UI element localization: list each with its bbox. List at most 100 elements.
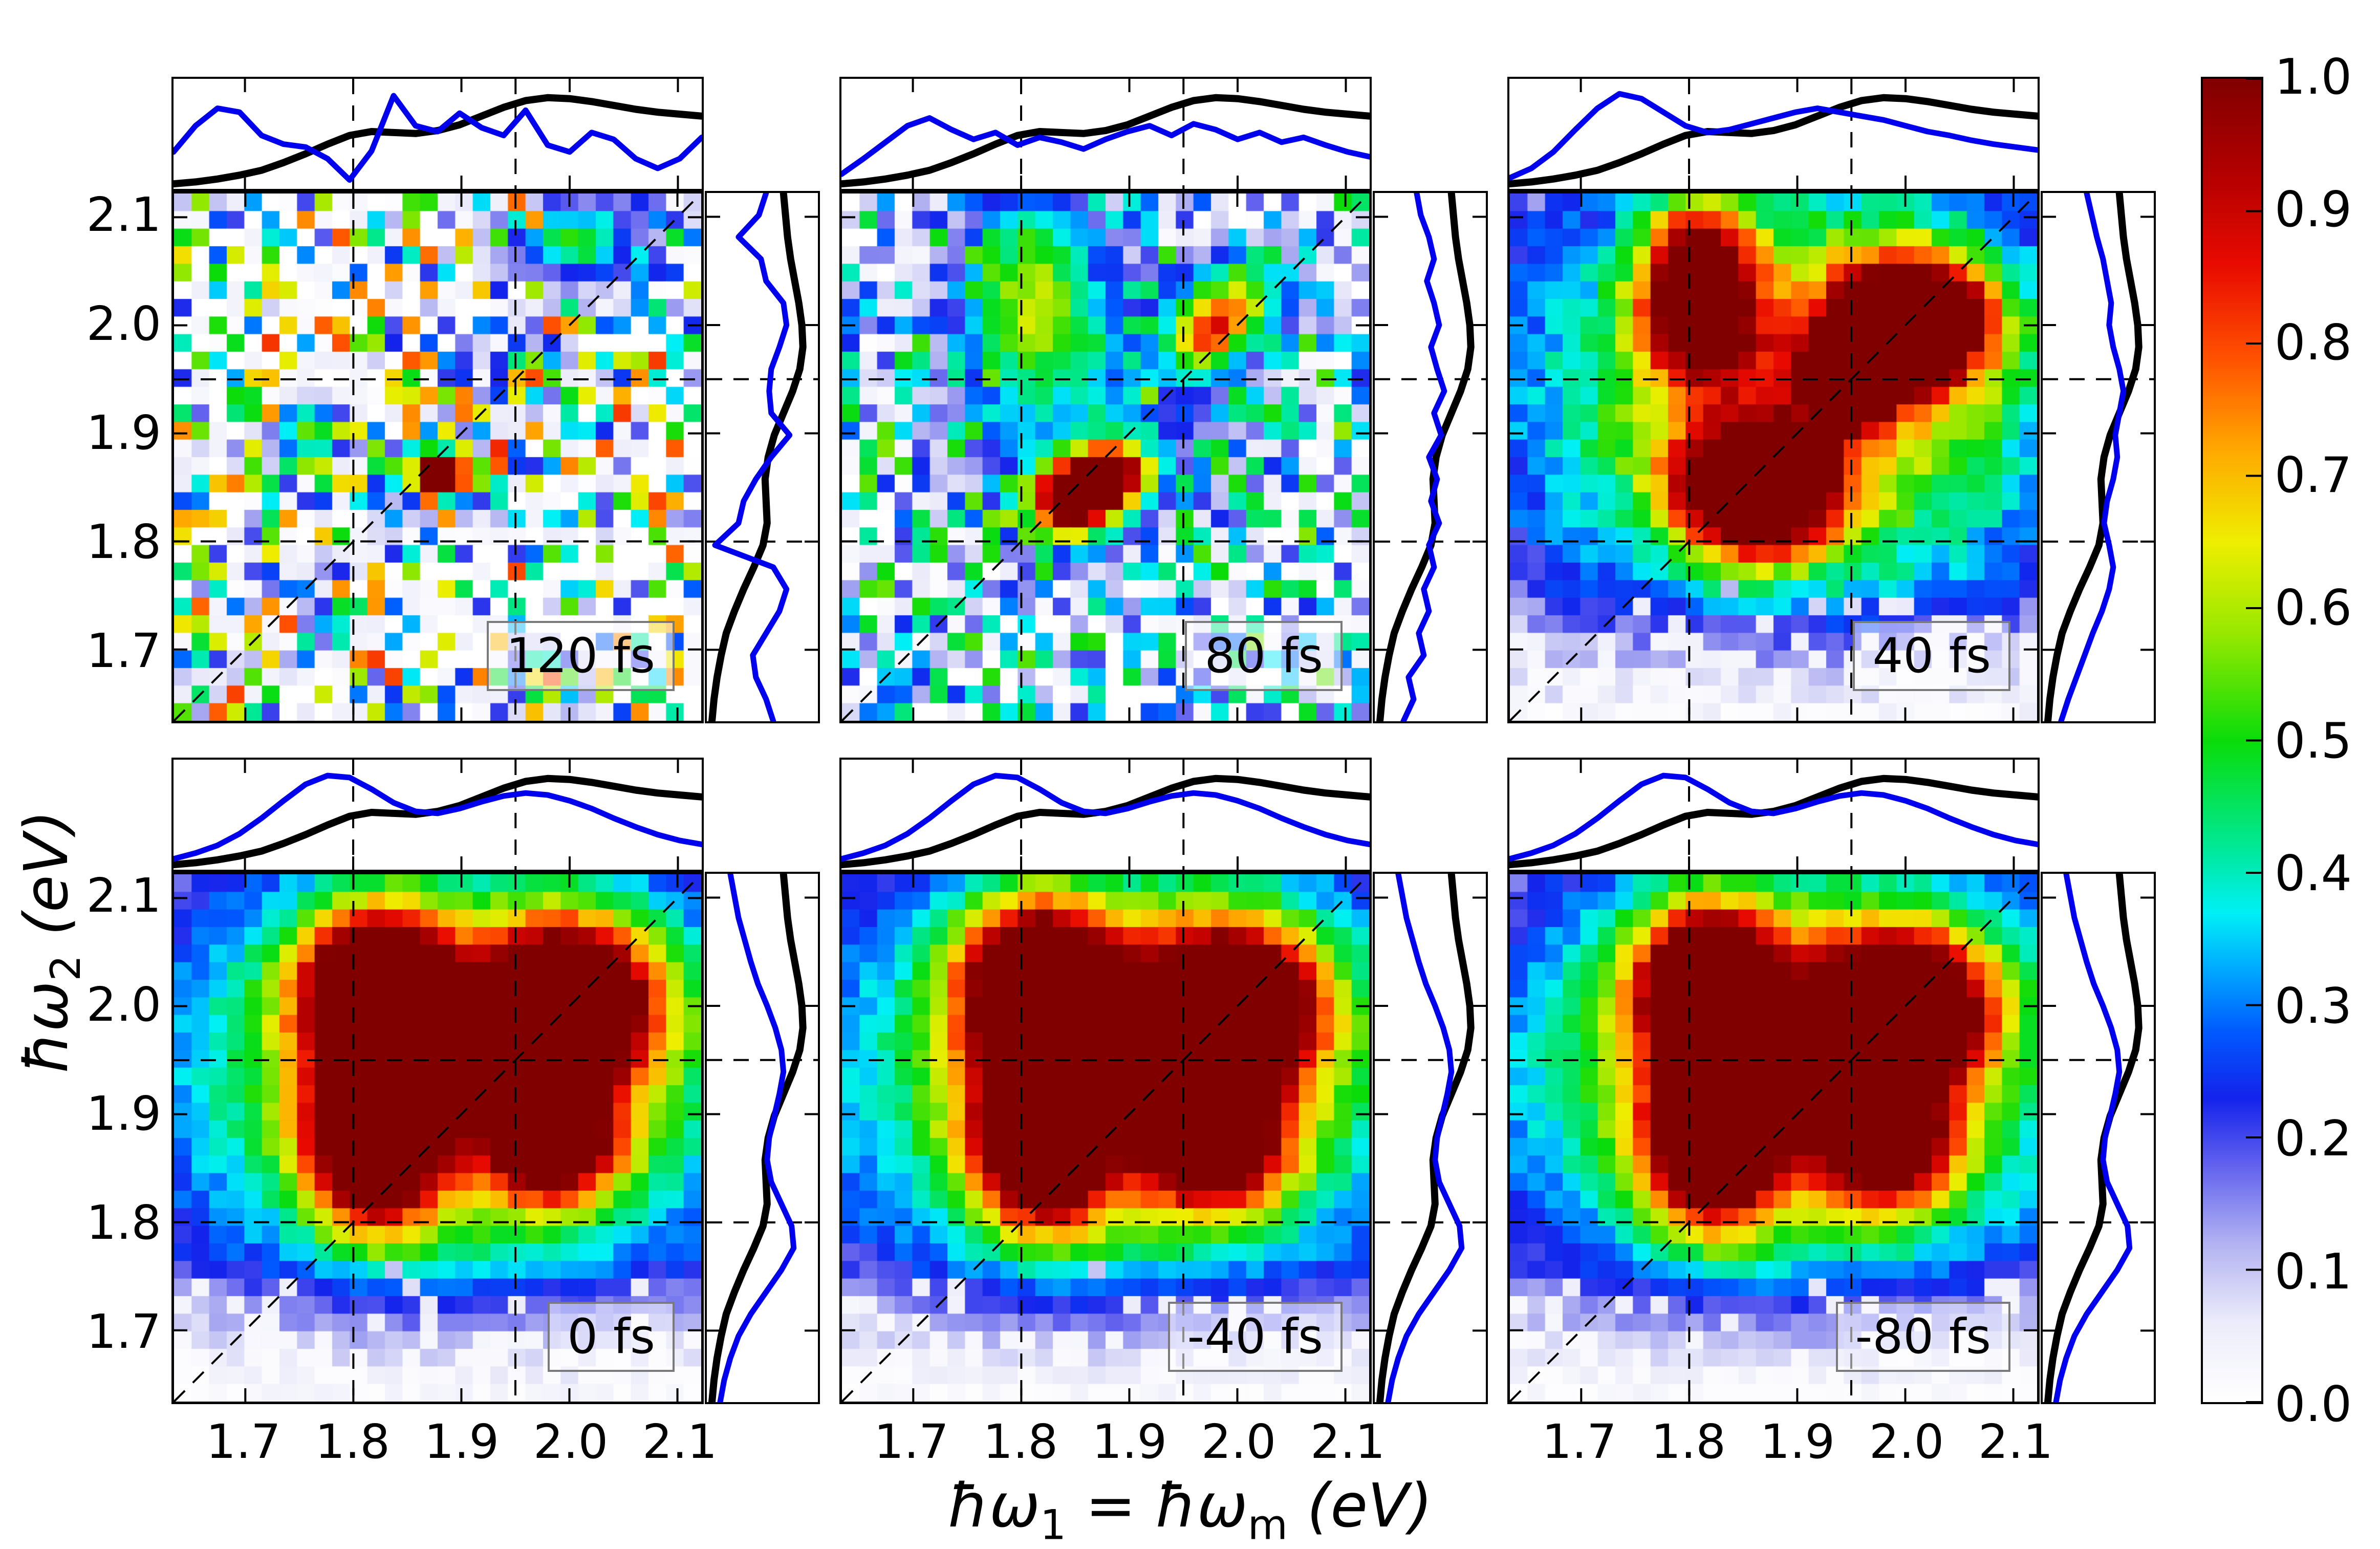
x-tick-label: 1.7 bbox=[206, 1414, 281, 1469]
y-tick-label: 2.1 bbox=[86, 187, 161, 242]
diagonal-dashed-line bbox=[1510, 874, 2037, 1402]
heatmap-overlay bbox=[174, 874, 701, 1402]
colorbar-tick-label: 0.7 bbox=[2275, 447, 2352, 504]
x-tick-label: 1.7 bbox=[1542, 1414, 1617, 1469]
x-tick-label: 2.0 bbox=[1869, 1414, 1944, 1469]
x-axis-label-units: (eV) bbox=[1287, 1470, 1433, 1541]
right-marginal-panel bbox=[705, 191, 820, 723]
y-tick-label: 2.0 bbox=[86, 977, 161, 1032]
right-marginal-black-curve bbox=[708, 874, 807, 1402]
x-axis-label-hw: ħω bbox=[947, 1470, 1040, 1541]
panel-time-label: -80 fs bbox=[1835, 1301, 2010, 1372]
top-marginal-blue-curve bbox=[174, 93, 702, 183]
top-marginal-blue-curve bbox=[174, 772, 702, 862]
x-tick-label: 1.7 bbox=[874, 1414, 949, 1469]
right-marginal-panel bbox=[2041, 872, 2156, 1404]
right-marginal-blue-curve bbox=[1400, 193, 1447, 721]
top-marginal-panel bbox=[171, 77, 704, 191]
right-marginal-blue-curve bbox=[712, 193, 793, 721]
heatmap-panel: 40 fs bbox=[1507, 191, 2040, 723]
top-marginal-blue-curve bbox=[1509, 91, 2038, 181]
x-axis-label-subm: m bbox=[1247, 1501, 1288, 1549]
top-marginal-panel bbox=[1507, 758, 2040, 872]
x-axis-label-sub1: 1 bbox=[1040, 1501, 1067, 1549]
top-marginal-black-curve bbox=[174, 94, 702, 188]
right-marginal-panel bbox=[705, 872, 820, 1404]
right-marginal-blue-curve bbox=[1385, 874, 1465, 1402]
right-marginal-black-curve bbox=[2044, 193, 2143, 721]
panel-time-label: 40 fs bbox=[1853, 620, 2010, 691]
heatmap-overlay bbox=[1510, 193, 2037, 721]
top-marginal-black-curve bbox=[1509, 94, 2038, 188]
x-tick-label: 1.9 bbox=[1760, 1414, 1835, 1469]
colorbar-tick-label: 0.2 bbox=[2275, 1111, 2352, 1168]
y-axis-label: ħω2 (eV) bbox=[11, 810, 90, 1074]
heatmap-panel: -80 fs bbox=[1507, 872, 2040, 1404]
panel-time-label: 80 fs bbox=[1185, 620, 1343, 691]
y-tick-label: 1.7 bbox=[86, 1304, 161, 1360]
colorbar-tick-label: 0.4 bbox=[2275, 845, 2352, 902]
y-axis-label-sub2: 2 bbox=[41, 955, 90, 981]
right-marginal-blue-curve bbox=[2058, 193, 2127, 721]
y-tick-label: 2.1 bbox=[86, 868, 161, 923]
colorbar-tick-label: 1.0 bbox=[2275, 49, 2352, 105]
right-marginal-plot bbox=[2043, 193, 2154, 721]
x-tick-label: 2.1 bbox=[1978, 1414, 2053, 1469]
top-marginal-plot bbox=[174, 79, 702, 189]
panel-time-label: -40 fs bbox=[1167, 1301, 1343, 1372]
heatmap-overlay bbox=[842, 193, 1369, 721]
right-marginal-blue-curve bbox=[2053, 874, 2133, 1402]
top-marginal-plot bbox=[1509, 760, 2038, 870]
right-marginal-plot bbox=[1375, 874, 1486, 1402]
x-tick-label: 1.8 bbox=[1651, 1414, 1726, 1469]
colorbar-tick-label: 0.3 bbox=[2275, 978, 2352, 1035]
right-marginal-black-curve bbox=[1376, 874, 1475, 1402]
top-marginal-plot bbox=[841, 79, 1370, 189]
colorbar-frame bbox=[2201, 77, 2263, 1404]
x-tick-label: 1.9 bbox=[1092, 1414, 1167, 1469]
y-axis-label-hw: ħω bbox=[11, 981, 82, 1074]
top-marginal-plot bbox=[841, 760, 1370, 870]
right-marginal-plot bbox=[2043, 874, 2154, 1402]
right-marginal-black-curve bbox=[2044, 874, 2143, 1402]
y-tick-label: 1.8 bbox=[86, 514, 161, 570]
x-tick-label: 2.1 bbox=[642, 1414, 718, 1469]
heatmap-panel: 0 fs bbox=[171, 872, 704, 1404]
x-tick-label: 2.0 bbox=[1201, 1414, 1276, 1469]
colorbar-tick-label: 0.0 bbox=[2275, 1376, 2352, 1433]
right-marginal-panel bbox=[2041, 191, 2156, 723]
colorbar-tick-label: 0.9 bbox=[2275, 182, 2352, 239]
right-marginal-plot bbox=[1375, 193, 1486, 721]
heatmap-panel: 80 fs bbox=[839, 191, 1372, 723]
y-tick-label: 1.7 bbox=[86, 623, 161, 679]
x-tick-label: 2.1 bbox=[1310, 1414, 1386, 1469]
colorbar-tick-label: 0.8 bbox=[2275, 314, 2352, 371]
right-marginal-panel bbox=[1373, 872, 1488, 1404]
diagonal-dashed-line bbox=[174, 874, 701, 1402]
diagonal-dashed-line bbox=[842, 874, 1369, 1402]
right-marginal-black-curve bbox=[1376, 193, 1475, 721]
top-marginal-blue-curve bbox=[841, 115, 1370, 177]
colorbar-tick-label: 0.5 bbox=[2275, 713, 2352, 769]
top-marginal-blue-curve bbox=[1509, 772, 2038, 862]
top-marginal-panel bbox=[171, 758, 704, 872]
colorbar-tick-label: 0.1 bbox=[2275, 1243, 2352, 1300]
panel-time-label: 0 fs bbox=[548, 1301, 675, 1372]
y-tick-label: 1.8 bbox=[86, 1195, 161, 1251]
top-marginal-black-curve bbox=[841, 94, 1370, 188]
diagonal-dashed-line bbox=[1510, 193, 2037, 721]
x-axis-label-eq: = ħω bbox=[1066, 1470, 1248, 1541]
y-axis-label-units: (eV) bbox=[11, 810, 82, 955]
top-marginal-plot bbox=[1509, 79, 2038, 189]
right-marginal-panel bbox=[1373, 191, 1488, 723]
top-marginal-blue-curve bbox=[841, 772, 1370, 862]
top-marginal-panel bbox=[1507, 77, 2040, 191]
top-marginal-panel bbox=[839, 77, 1372, 191]
heatmap-panel: 120 fs bbox=[171, 191, 704, 723]
diagonal-dashed-line bbox=[174, 193, 701, 721]
x-tick-label: 2.0 bbox=[533, 1414, 609, 1469]
x-tick-label: 1.8 bbox=[983, 1414, 1058, 1469]
top-marginal-plot bbox=[174, 760, 702, 870]
heatmap-panel: -40 fs bbox=[839, 872, 1372, 1404]
